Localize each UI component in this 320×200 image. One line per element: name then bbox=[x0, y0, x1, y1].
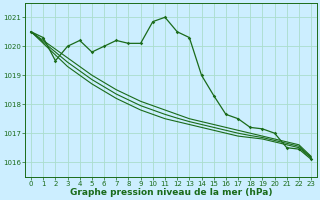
X-axis label: Graphe pression niveau de la mer (hPa): Graphe pression niveau de la mer (hPa) bbox=[70, 188, 272, 197]
